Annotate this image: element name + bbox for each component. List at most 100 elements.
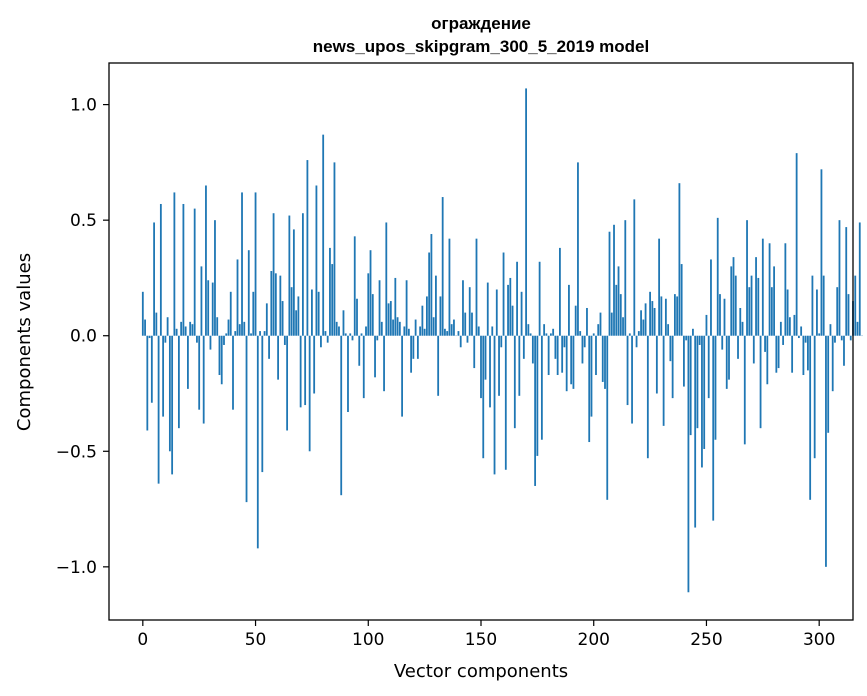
bar <box>646 335 649 459</box>
bar <box>288 215 291 336</box>
bar <box>416 335 419 359</box>
bar <box>622 317 624 336</box>
bar <box>459 335 462 348</box>
bar <box>392 319 394 336</box>
bar <box>613 224 615 336</box>
bar <box>759 335 762 429</box>
bar <box>725 335 728 389</box>
bar <box>766 335 769 385</box>
bar <box>843 335 845 366</box>
bar <box>295 310 298 336</box>
bar <box>827 335 830 433</box>
bar <box>651 301 654 336</box>
bar <box>655 335 658 394</box>
bar <box>263 331 266 336</box>
bar <box>680 264 683 336</box>
bar <box>561 335 564 373</box>
bar <box>232 335 234 410</box>
bar <box>171 335 174 475</box>
bar <box>243 321 246 336</box>
bar <box>644 303 647 336</box>
bar <box>563 335 566 348</box>
bar <box>369 250 372 336</box>
bar <box>457 331 460 336</box>
bar <box>403 326 406 336</box>
bar <box>351 335 354 341</box>
bar <box>439 296 442 336</box>
bar <box>502 252 505 336</box>
bar <box>396 317 399 336</box>
bar <box>809 335 812 500</box>
bar <box>448 238 451 336</box>
bar <box>225 333 228 336</box>
y-tick-label: 0.5 <box>70 211 97 231</box>
bar <box>511 305 514 336</box>
bar <box>256 335 259 549</box>
bar <box>432 317 435 336</box>
bar <box>531 335 534 364</box>
y-tick-label: −0.5 <box>56 442 97 462</box>
bar <box>157 335 160 484</box>
bar <box>574 305 577 336</box>
bar <box>376 335 379 341</box>
bar <box>624 220 627 336</box>
bar <box>227 319 230 336</box>
bar <box>365 326 367 336</box>
plot-frame <box>108 62 854 621</box>
bar <box>606 335 609 500</box>
bar <box>536 335 539 456</box>
bar <box>229 291 232 336</box>
bar <box>446 331 449 336</box>
x-tick-label: 300 <box>803 630 835 650</box>
bar <box>829 324 832 336</box>
bar <box>597 324 600 336</box>
x-tick-label: 200 <box>578 630 610 650</box>
bar <box>407 328 410 336</box>
bar <box>146 335 149 431</box>
bar <box>168 335 171 452</box>
bar <box>425 296 428 336</box>
bar <box>579 331 582 336</box>
bar <box>333 162 336 336</box>
x-tick-label: 100 <box>352 630 384 650</box>
x-tick-label: 0 <box>137 630 148 650</box>
bar <box>768 243 771 336</box>
bar <box>259 331 261 336</box>
bar <box>554 335 557 359</box>
x-axis-ticks: 0 50 100 150 200 250 300 <box>137 620 835 650</box>
bar <box>615 284 618 336</box>
bar <box>743 335 746 445</box>
bar <box>315 185 318 336</box>
bar <box>394 277 397 336</box>
bar <box>164 335 167 343</box>
bar <box>218 335 221 376</box>
bar <box>277 335 279 380</box>
bar <box>189 321 192 336</box>
bar <box>626 335 629 406</box>
bar <box>385 222 388 336</box>
bar <box>419 326 422 336</box>
bar <box>378 280 381 336</box>
bar <box>241 192 243 336</box>
bar <box>549 333 552 336</box>
bar <box>162 335 165 417</box>
bar <box>389 301 392 336</box>
bar <box>595 335 597 376</box>
bar <box>308 335 311 452</box>
bar <box>223 335 225 345</box>
bar <box>209 335 212 350</box>
bar <box>687 335 690 593</box>
bar <box>182 203 185 336</box>
bar <box>423 328 426 336</box>
bar <box>292 229 295 336</box>
bar <box>374 335 376 378</box>
bar <box>405 280 408 336</box>
bar <box>525 88 527 336</box>
bar <box>786 289 789 336</box>
bar <box>326 335 329 343</box>
bar <box>577 162 579 336</box>
bar <box>773 266 775 336</box>
bar <box>685 335 688 341</box>
bar <box>822 275 825 336</box>
